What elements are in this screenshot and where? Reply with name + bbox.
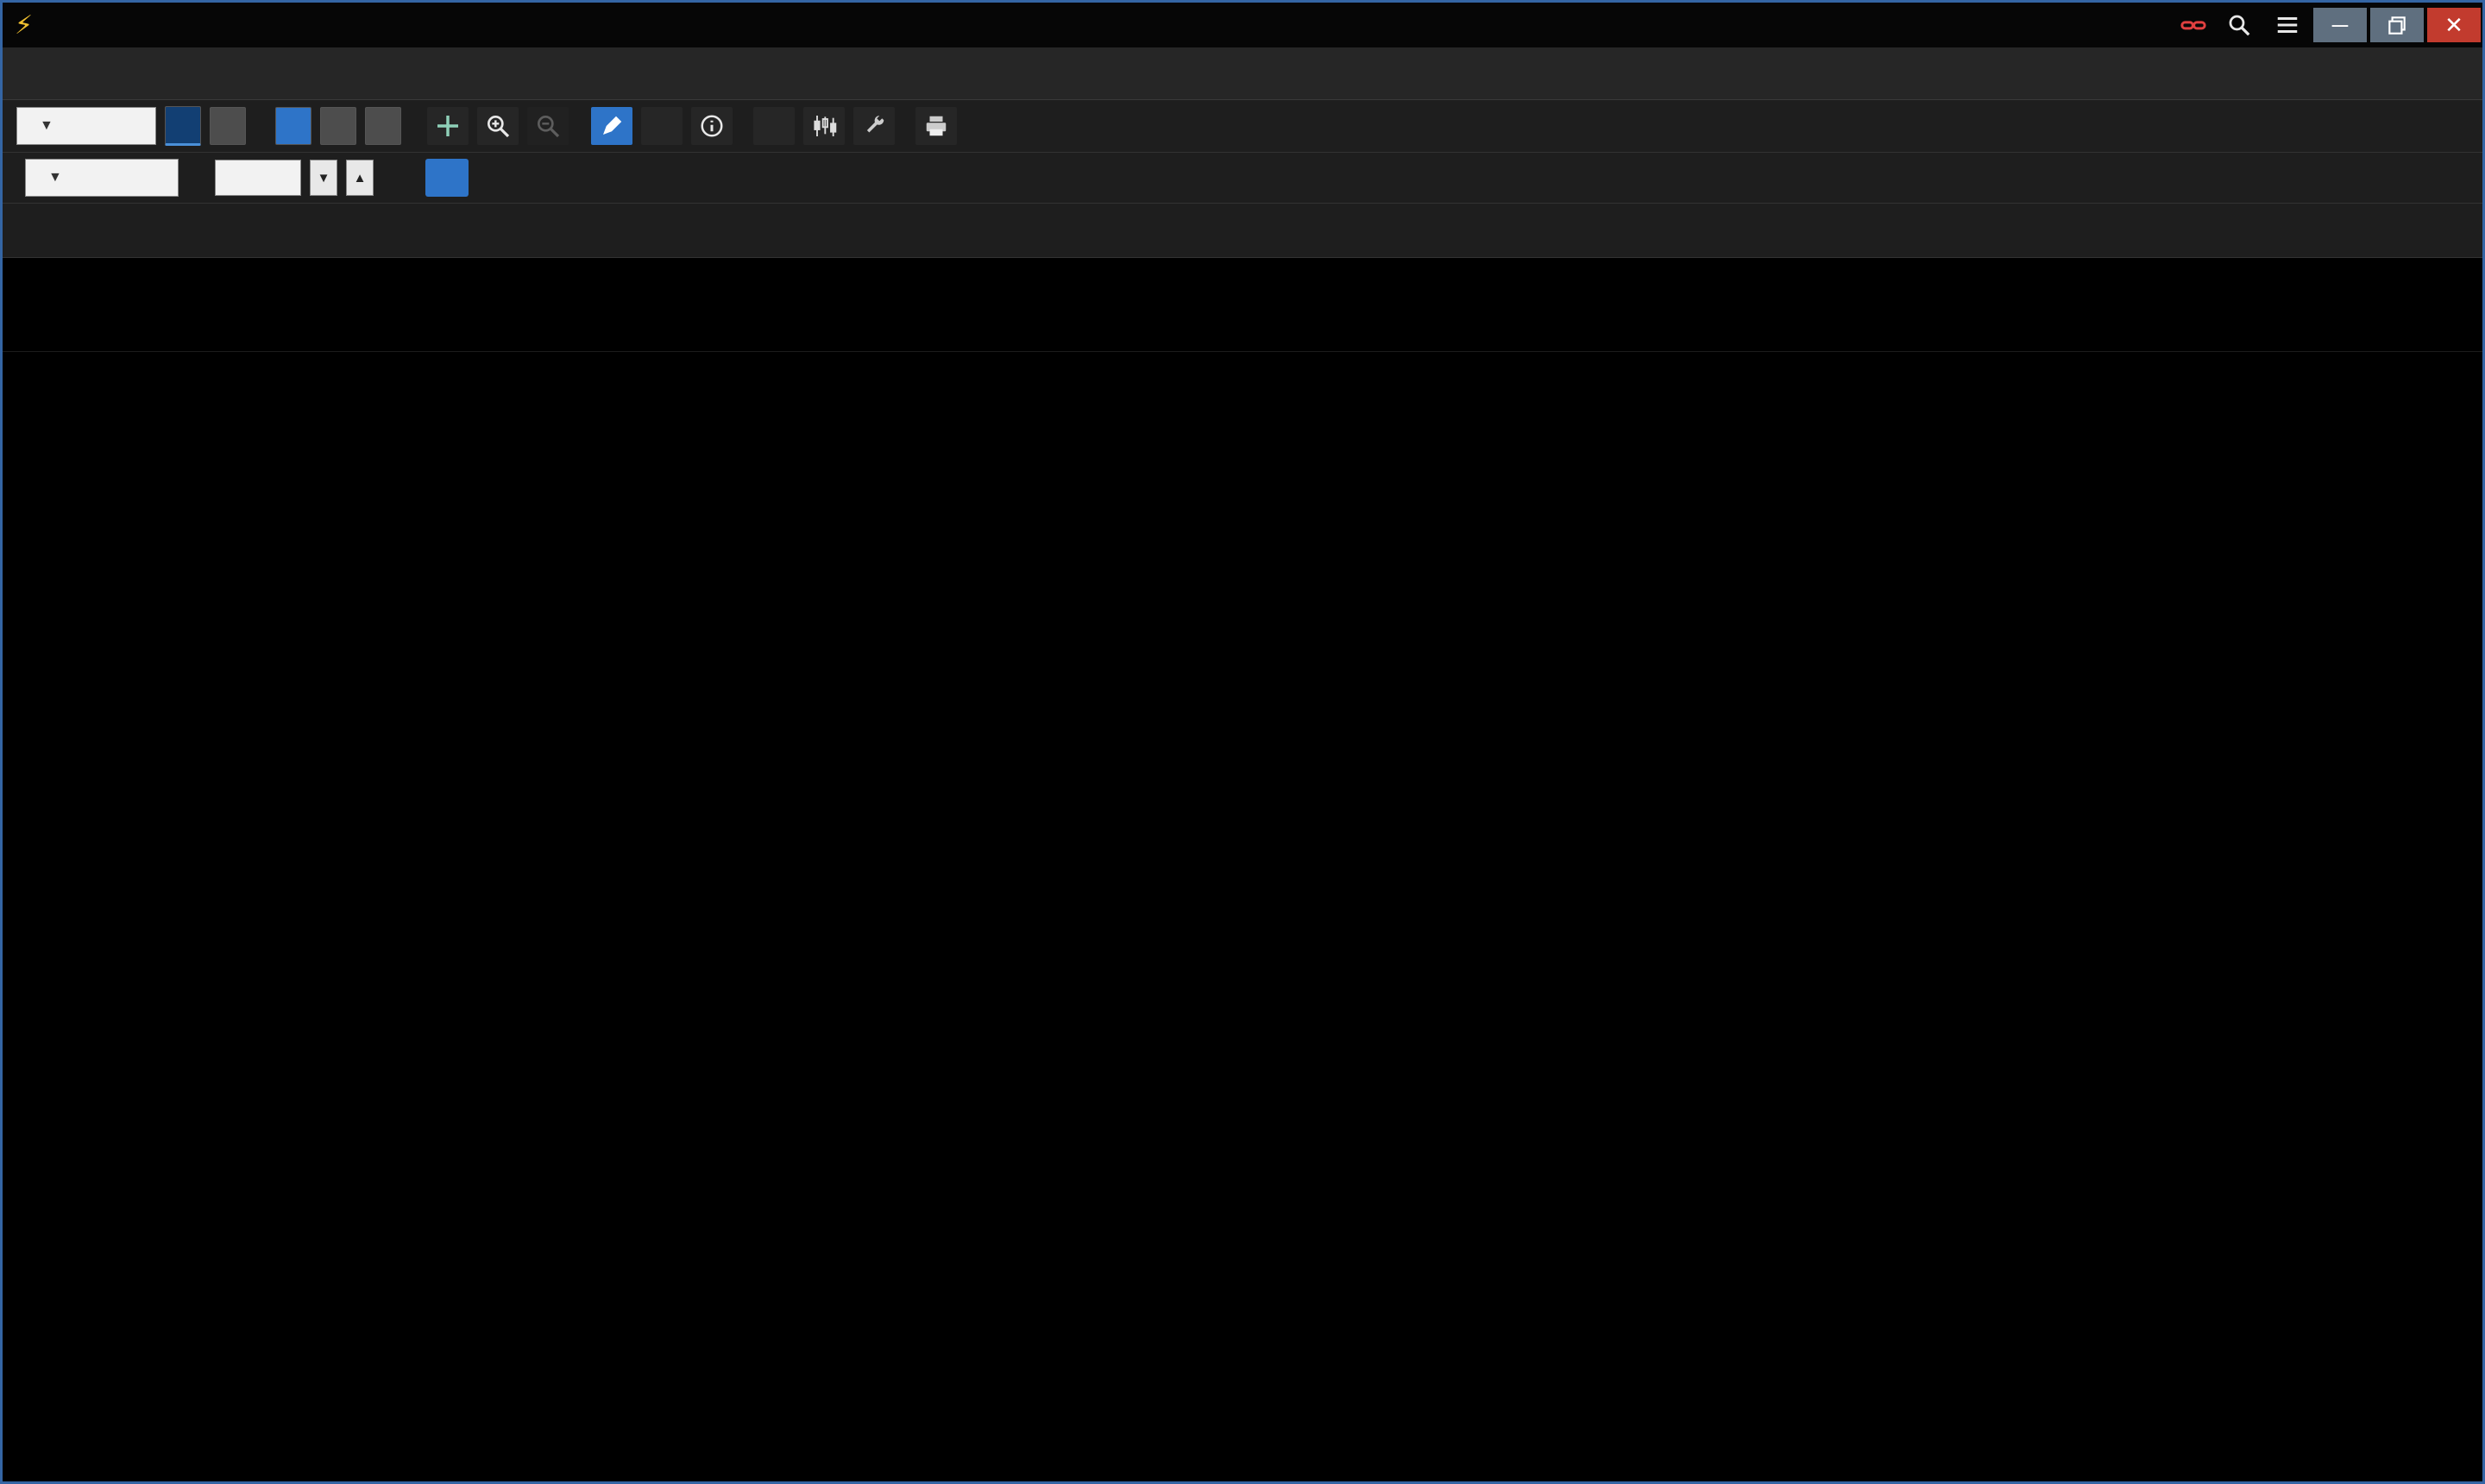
normal-mode-button[interactable] [275, 107, 311, 145]
count-decrement-button[interactable]: ▼ [310, 160, 337, 196]
reset-period-button[interactable] [425, 159, 469, 197]
candle-style-icon[interactable] [803, 107, 845, 145]
drawing-toolbar [3, 204, 2482, 258]
indexed-mode-button[interactable] [320, 107, 356, 145]
display-period-button[interactable] [165, 106, 201, 146]
zoom-out-icon[interactable] [527, 107, 569, 145]
count-increment-button[interactable]: ▲ [346, 160, 374, 196]
draw-pencil-icon[interactable] [591, 107, 632, 145]
close-button[interactable]: ✕ [2427, 8, 2481, 42]
restore-button[interactable] [2370, 8, 2424, 42]
technical-button[interactable] [210, 107, 246, 145]
bar-count-input[interactable] [215, 160, 301, 196]
app-logo-icon: ⚡ [15, 10, 34, 40]
crosshair-icon[interactable] [427, 107, 469, 145]
timeframe-select[interactable]: ▼ [16, 107, 156, 145]
quote-header-row [3, 258, 2482, 306]
settings-wrench-icon[interactable] [853, 107, 895, 145]
minimize-button[interactable]: ─ [2313, 8, 2367, 42]
chevron-down-icon: ▼ [48, 170, 62, 185]
spread-mode-button[interactable] [365, 107, 401, 145]
link-icon[interactable] [2167, 3, 2215, 47]
quote-detail-row [3, 306, 2482, 352]
zoom-in-icon[interactable] [477, 107, 519, 145]
title-bar: ⚡ ─ ✕ [3, 3, 2482, 47]
info-icon[interactable] [691, 107, 733, 145]
menu-icon[interactable] [2263, 3, 2312, 47]
chevron-down-icon: ▼ [40, 118, 53, 133]
period-mode-select[interactable]: ▼ [25, 159, 179, 197]
chart-toolbar: ▼ [3, 100, 2482, 153]
period-toolbar: ▼ ▼ ▲ [3, 153, 2482, 204]
chart-area [3, 352, 2482, 1467]
my-chart-icon[interactable] [753, 107, 795, 145]
search-icon[interactable] [2215, 3, 2263, 47]
print-icon[interactable] [915, 107, 957, 145]
price-chart[interactable] [3, 352, 2482, 1467]
tab-bar [3, 47, 2482, 100]
yen-display-icon[interactable] [641, 107, 683, 145]
